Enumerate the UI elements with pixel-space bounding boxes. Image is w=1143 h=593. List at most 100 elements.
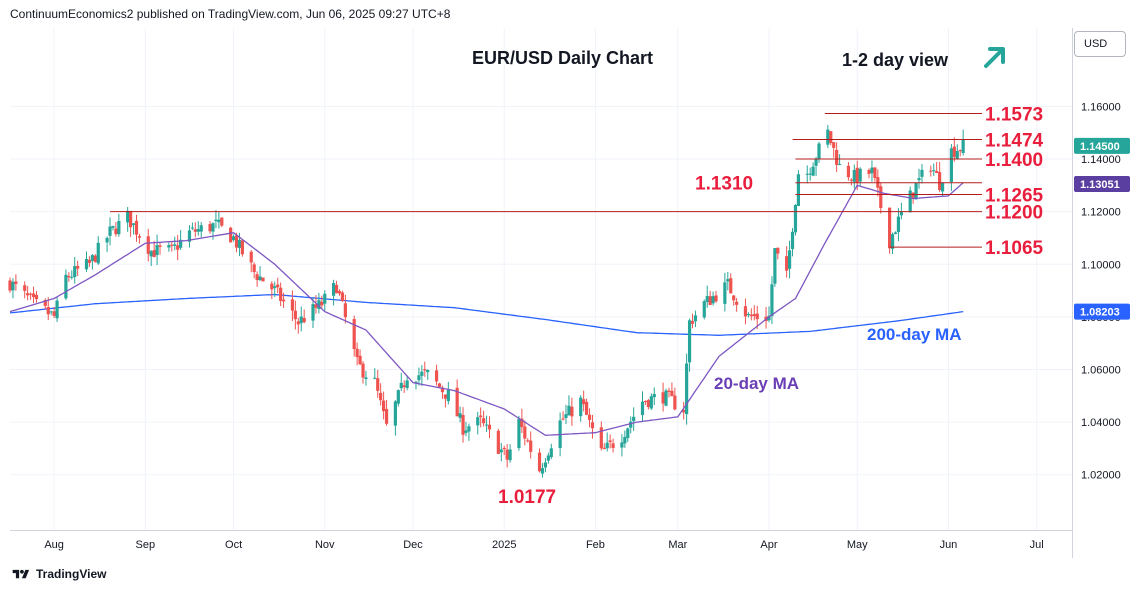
candle-body bbox=[502, 447, 506, 450]
candle-body bbox=[749, 314, 753, 317]
candle-body bbox=[382, 400, 386, 412]
candle-body bbox=[423, 369, 427, 371]
candle-body bbox=[673, 395, 677, 410]
candle-body bbox=[520, 418, 524, 428]
candle-body bbox=[105, 237, 109, 243]
candle-body bbox=[517, 418, 521, 449]
candle-body bbox=[379, 392, 383, 401]
candle-body bbox=[652, 393, 656, 398]
candle-body bbox=[746, 314, 750, 316]
candle-body bbox=[540, 468, 545, 474]
candle-body bbox=[355, 348, 359, 358]
candle-body bbox=[729, 278, 733, 294]
candle-body bbox=[829, 131, 833, 143]
x-tick-label: Jul bbox=[1030, 539, 1044, 551]
candle-body bbox=[564, 414, 568, 418]
level-label: 1.1573 bbox=[985, 105, 1043, 126]
candle-body bbox=[629, 421, 633, 428]
candle-body bbox=[146, 236, 150, 254]
candle-body bbox=[26, 293, 30, 296]
x-tick-label: 2025 bbox=[492, 539, 516, 551]
candle-body bbox=[584, 401, 589, 415]
candle-body bbox=[467, 426, 471, 432]
candle-body bbox=[526, 440, 530, 442]
candle-body bbox=[714, 295, 718, 302]
candle-body bbox=[320, 301, 324, 306]
chart-title: EUR/USD Daily Chart bbox=[472, 48, 653, 68]
price-tag bbox=[1074, 176, 1130, 193]
candle-body bbox=[732, 295, 736, 301]
candle-body bbox=[52, 311, 56, 316]
candle-body bbox=[126, 210, 130, 223]
candle-body bbox=[693, 315, 698, 322]
candle-body bbox=[890, 234, 895, 249]
candle-body bbox=[958, 150, 962, 152]
candle-body bbox=[549, 448, 553, 458]
x-tick-label: Dec bbox=[403, 539, 423, 551]
candle-body bbox=[131, 223, 136, 225]
candle-body bbox=[279, 287, 283, 301]
candle-body bbox=[434, 370, 439, 382]
y-tick-label: 1.12000 bbox=[1081, 207, 1121, 219]
candle-body bbox=[849, 179, 853, 181]
candle-body bbox=[590, 422, 595, 429]
candle-body bbox=[311, 304, 315, 321]
candle-body bbox=[96, 242, 100, 264]
candle-body bbox=[855, 167, 859, 183]
candle-body bbox=[217, 219, 221, 223]
candle-body bbox=[43, 299, 47, 306]
candle-body bbox=[708, 296, 712, 305]
candle-body bbox=[8, 280, 12, 291]
candle-body bbox=[664, 390, 668, 406]
candle-body bbox=[879, 186, 883, 208]
y-tick-label: 1.04000 bbox=[1081, 417, 1121, 429]
candle-body bbox=[917, 178, 921, 181]
candle-body bbox=[220, 217, 224, 226]
candle-body bbox=[129, 210, 133, 228]
candle-body bbox=[723, 282, 727, 304]
footer-brand[interactable]: TradingView bbox=[10, 567, 106, 581]
candle-body bbox=[49, 311, 53, 313]
candle-body bbox=[343, 303, 347, 318]
candle-body bbox=[84, 258, 89, 270]
candle-body bbox=[940, 182, 945, 192]
candle-body bbox=[176, 245, 180, 250]
candle-body bbox=[661, 392, 665, 404]
candle-body bbox=[376, 378, 380, 391]
candle-body bbox=[208, 224, 212, 232]
currency-selector[interactable]: USD bbox=[1074, 31, 1126, 57]
candle-body bbox=[911, 192, 915, 198]
candle-body bbox=[785, 256, 789, 271]
candle-body bbox=[543, 462, 548, 468]
y-tick-label: 1.14000 bbox=[1081, 154, 1121, 166]
candle-body bbox=[599, 427, 603, 449]
candle-body bbox=[479, 415, 483, 418]
candle-body bbox=[358, 355, 362, 365]
x-tick-label: Feb bbox=[586, 539, 605, 551]
candle-body bbox=[179, 239, 183, 248]
candle-body bbox=[817, 143, 821, 159]
candle-body bbox=[46, 307, 50, 315]
candle-body bbox=[484, 424, 489, 426]
candle-body bbox=[234, 235, 239, 248]
candle-body bbox=[582, 399, 586, 405]
ma20-line bbox=[9, 182, 964, 436]
level-label: 1.1400 bbox=[985, 150, 1043, 171]
candle-body bbox=[505, 449, 509, 460]
candle-body bbox=[743, 306, 748, 317]
candle-body bbox=[417, 375, 421, 381]
candle-body bbox=[314, 304, 318, 308]
candle-body bbox=[587, 414, 592, 420]
candle-body bbox=[570, 406, 574, 417]
y-tick-label: 1.16000 bbox=[1081, 101, 1121, 113]
candle-body bbox=[90, 255, 94, 261]
candle-body bbox=[814, 158, 818, 166]
candle-body bbox=[949, 148, 953, 182]
tradingview-logo-icon bbox=[12, 569, 30, 578]
candle-body bbox=[687, 320, 692, 363]
time-axis-border bbox=[10, 530, 1073, 531]
candle-body bbox=[440, 387, 445, 393]
price-axis: 1.020001.040001.060001.080001.100001.120… bbox=[1081, 101, 1121, 481]
candle-body bbox=[643, 400, 648, 402]
candle-body bbox=[405, 380, 409, 388]
